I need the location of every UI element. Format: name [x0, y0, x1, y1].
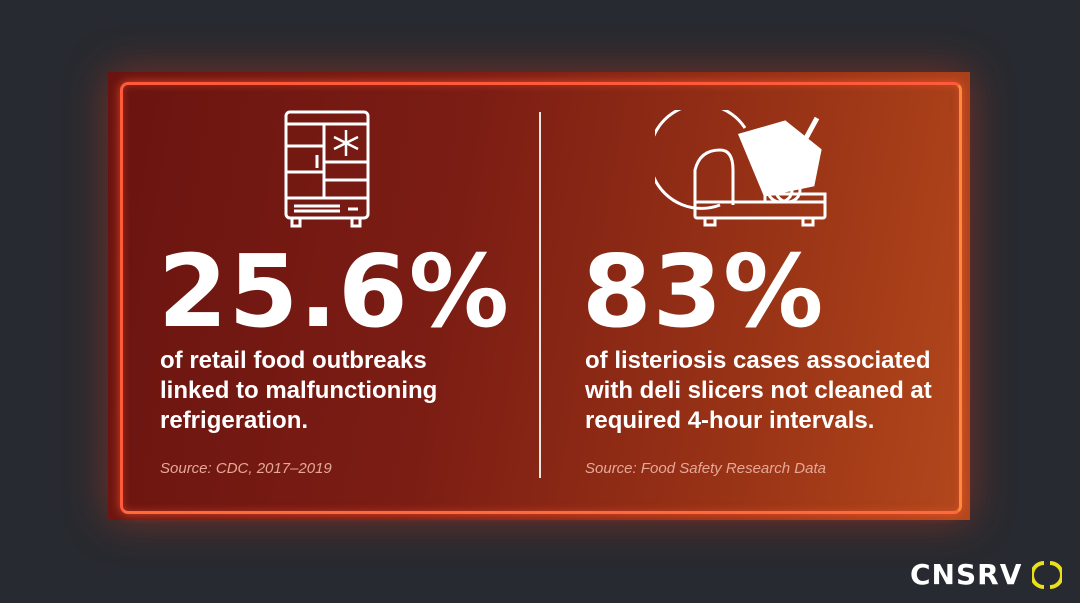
stat-value: 25.6%: [158, 233, 510, 350]
stat-value: 83%: [582, 233, 825, 350]
description-line: with deli slicers not cleaned at: [585, 377, 932, 404]
brand-logo: CNSRV: [910, 558, 1023, 591]
refrigerator-icon: [284, 110, 370, 228]
stat-right: 83%: [582, 233, 825, 350]
stat-description: of retail food outbreaks linked to malfu…: [160, 346, 437, 436]
description-line: of listeriosis cases associated: [585, 347, 931, 374]
stat-source: Source: CDC, 2017–2019: [160, 460, 332, 477]
stat-left: 25.6%: [158, 233, 510, 350]
description-line: of retail food outbreaks: [160, 347, 427, 374]
column-divider: [539, 112, 541, 478]
deli-slicer-icon: [655, 110, 827, 227]
description-line: refrigeration.: [160, 407, 309, 434]
description-line: required 4-hour intervals.: [585, 407, 875, 434]
card-frame: [120, 82, 962, 514]
logo-circle-icon: [1032, 561, 1062, 589]
stat-description: of listeriosis cases associated with del…: [585, 346, 932, 436]
description-line: linked to malfunctioning: [160, 377, 438, 404]
stat-source: Source: Food Safety Research Data: [585, 460, 826, 477]
